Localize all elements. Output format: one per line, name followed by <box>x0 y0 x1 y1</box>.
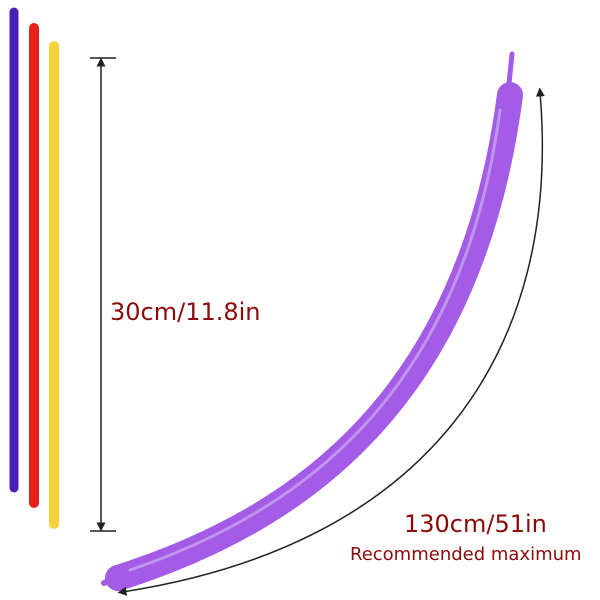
uninflated-length: 30cm/11.8in <box>110 298 261 326</box>
inflated-length: 130cm/51in <box>404 510 547 538</box>
length-dimension <box>90 57 116 532</box>
arc-dimension <box>117 87 545 596</box>
uninflated-balloons <box>9 7 59 529</box>
balloon-knot <box>101 577 115 586</box>
balloon-body <box>105 82 523 591</box>
recommendation-note: Recommended maximum <box>350 544 582 565</box>
